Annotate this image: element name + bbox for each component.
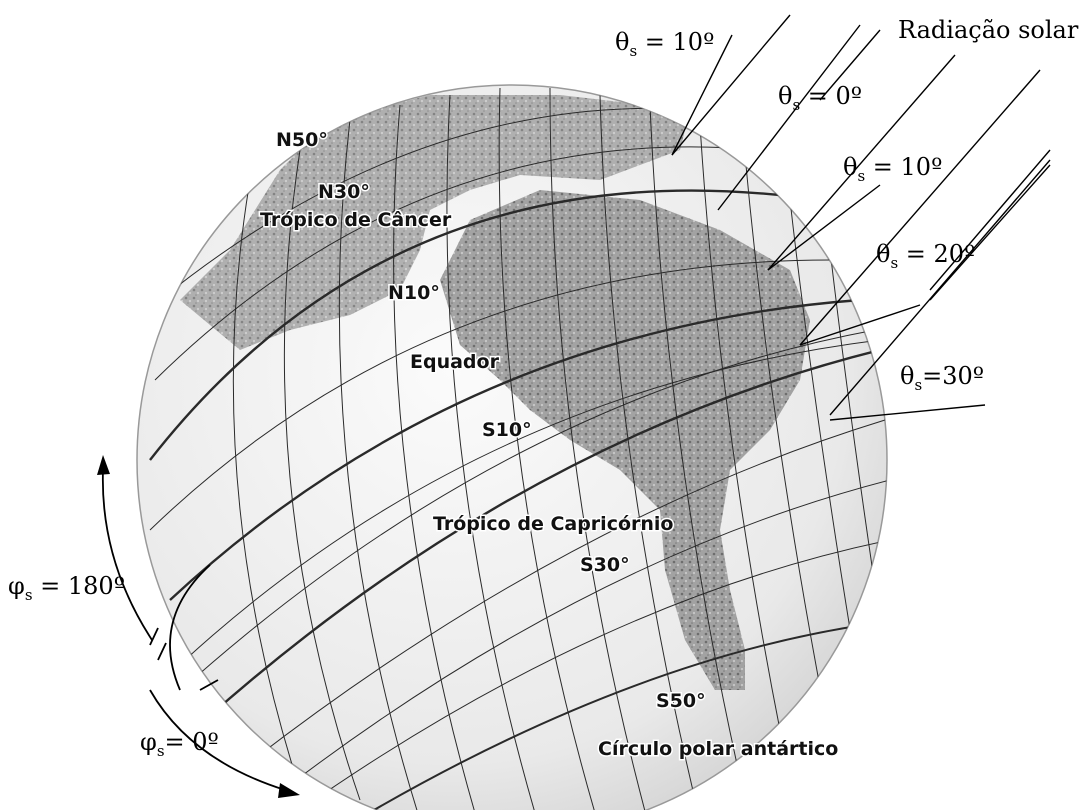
- latitude-n30-tropic-cancer: [149, 189, 821, 461]
- phi-label-0: φs= 0º: [140, 728, 219, 760]
- sun-ray: [717, 24, 861, 211]
- latitude-antarctic-circle: [339, 619, 887, 810]
- label-tropic-capricorn: Trópico de Capricórnio: [433, 513, 673, 535]
- theta-label-20: θs = 20º: [876, 240, 975, 272]
- label-s30: S30°: [580, 554, 630, 576]
- label-n30: N30°: [318, 181, 370, 203]
- north-america-landmass: [180, 95, 690, 350]
- azimuth-arrows: [97, 455, 300, 798]
- longitude-grid: [232, 87, 881, 810]
- solar-radiation-rays: [671, 14, 1051, 421]
- azimuth-arrow-up: [101, 469, 153, 641]
- theta-label-30: θs=30º: [900, 362, 984, 394]
- arrowhead-down-icon: [278, 783, 300, 798]
- radiation-solar-label: Radiação solar: [898, 16, 1079, 44]
- theta-leader: [819, 29, 881, 101]
- sun-ray: [799, 69, 1041, 346]
- label-tropic-cancer: Trópico de Câncer: [260, 209, 452, 231]
- latitude-tropic-capricorn: [204, 348, 881, 721]
- label-n10: N10°: [388, 282, 440, 304]
- arrowhead-up-icon: [97, 455, 110, 475]
- theta-leader: [671, 34, 733, 156]
- latitude-n10: [149, 259, 831, 531]
- phi-label-180: φs = 180º: [8, 572, 125, 604]
- latitude-equator: [169, 298, 861, 601]
- label-s10: S10°: [482, 419, 532, 441]
- theta-leader: [829, 404, 986, 421]
- theta-leader: [799, 304, 921, 346]
- theta-leader: [767, 184, 881, 271]
- sun-ray: [829, 159, 1051, 416]
- sun-ray: [929, 149, 1051, 291]
- latitude-s50: [299, 539, 887, 810]
- theta-label-0: θs = 0º: [778, 82, 862, 114]
- azimuth-arc: [169, 564, 211, 691]
- geographic-labels: N50° N30° Trópico de Câncer N10° Equador…: [259, 128, 840, 762]
- azimuth-arrow-down: [149, 689, 286, 791]
- theta-label-10: θs = 10º: [843, 153, 942, 185]
- sun-annotations: Radiação solar θs = 10º θs = 0º θs = 10º…: [8, 16, 1079, 760]
- label-antarctic-circle: Círculo polar antártico: [598, 738, 838, 760]
- sun-ray: [929, 164, 1051, 301]
- label-n50: N50°: [276, 129, 328, 151]
- theta-label-10-top: θs = 10º: [615, 28, 714, 60]
- sun-ray: [671, 14, 791, 156]
- latitude-s30: [239, 419, 886, 771]
- latitude-n50: [159, 107, 701, 301]
- sun-ray: [767, 54, 956, 271]
- label-equator: Equador: [410, 351, 500, 373]
- label-s50: S50°: [656, 690, 706, 712]
